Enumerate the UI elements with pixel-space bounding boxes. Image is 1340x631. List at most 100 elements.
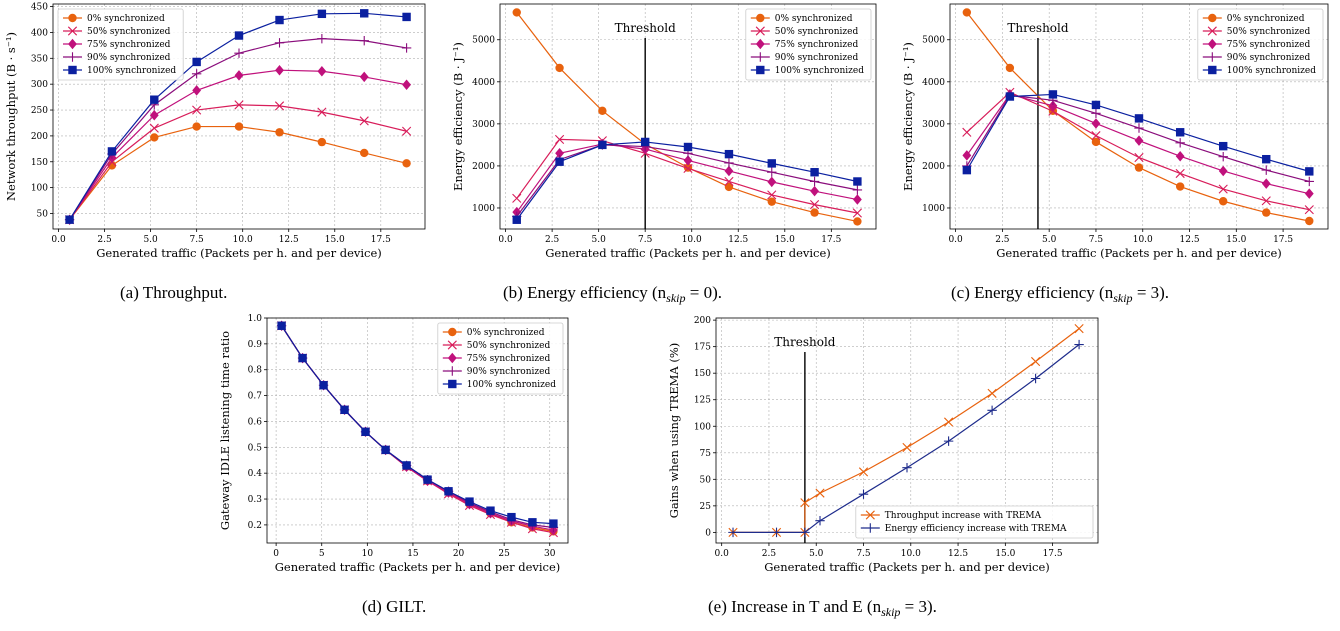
data-point <box>234 100 244 110</box>
legend-label: 90% synchronized <box>87 53 171 63</box>
data-point <box>555 63 564 73</box>
data-point <box>1305 167 1314 176</box>
x-tick-label: 17.5 <box>1273 235 1293 245</box>
data-point <box>1218 151 1228 162</box>
data-point <box>444 487 453 496</box>
data-point <box>683 163 693 174</box>
y-tick-label: 5000 <box>922 36 945 46</box>
legend-label: 100% synchronized <box>467 380 556 390</box>
data-point <box>277 321 286 330</box>
y-tick-label: 0.3 <box>248 495 263 505</box>
plot-frame <box>499 3 877 230</box>
chart-caption: (e) Increase in T and E (nskip = 3). <box>708 597 937 619</box>
data-point <box>65 215 74 224</box>
series-line <box>966 91 1310 211</box>
legend-label: 50% synchronized <box>775 27 859 37</box>
legend-marker <box>68 13 77 23</box>
data-point <box>902 462 912 473</box>
plot-frame <box>266 317 569 544</box>
x-tick-label: 12.5 <box>728 235 748 245</box>
data-point <box>858 489 869 499</box>
legend-label: 50% synchronized <box>467 341 551 351</box>
data-point <box>1030 373 1041 384</box>
series-4 <box>277 321 558 528</box>
legend-item: Energy efficiency increase with TREMA <box>860 523 1067 534</box>
x-tick-label: 15.0 <box>325 235 345 245</box>
legend-marker <box>447 366 457 376</box>
data-point <box>987 388 997 398</box>
x-tick-label: 2.5 <box>97 235 112 245</box>
data-point <box>402 79 411 90</box>
data-point <box>512 193 522 203</box>
y-tick-label: 200 <box>694 316 711 326</box>
legend-label: 100% synchronized <box>87 66 176 76</box>
data-point <box>944 417 954 427</box>
y-tick-label: 50 <box>37 209 49 219</box>
data-point <box>1219 141 1228 151</box>
x-tick-label: 7.5 <box>856 549 871 559</box>
y-axis-label: Energy efficiency (B · J⁻¹) <box>901 42 915 191</box>
legend-item: 50% synchronized <box>442 340 551 351</box>
y-tick-label: 50 <box>700 475 712 485</box>
series-2 <box>65 64 411 225</box>
series-0 <box>728 324 1084 537</box>
data-point <box>1134 114 1144 123</box>
y-tick-label: 150 <box>694 369 711 379</box>
data-point <box>274 38 285 48</box>
data-point <box>1134 123 1144 133</box>
x-tick-label: 5.0 <box>1042 235 1057 245</box>
data-point <box>724 149 734 159</box>
data-point <box>724 182 734 192</box>
legend: 0% synchronized 50% synchronized 75% synch… <box>57 8 184 81</box>
data-point <box>512 8 521 17</box>
legend-marker <box>865 523 875 533</box>
data-point <box>810 168 819 177</box>
x-tick-label: 12.5 <box>279 235 299 245</box>
y-tick-label: 300 <box>31 80 48 90</box>
y-tick-label: 25 <box>700 502 712 512</box>
legend-marker <box>68 65 77 75</box>
y-tick-label: 1.0 <box>248 314 263 324</box>
legend-item: 0% synchronized <box>1202 13 1305 24</box>
legend-marker <box>1207 26 1217 36</box>
data-point <box>1304 188 1314 199</box>
y-tick-label: 1000 <box>472 204 495 214</box>
data-point <box>1175 182 1185 191</box>
data-point <box>728 527 738 538</box>
x-tick-label: 15.0 <box>775 235 795 245</box>
legend-label: 100% synchronized <box>775 66 864 76</box>
x-tick-label: 0.0 <box>51 235 66 245</box>
legend-item: 0% synchronized <box>442 327 545 338</box>
y-axis-label: Gateway IDLE listening time ratio <box>218 331 232 530</box>
legend-item: 100% synchronized <box>1202 65 1316 76</box>
y-tick-label: 4000 <box>472 78 495 88</box>
data-point <box>1304 176 1314 187</box>
data-point <box>149 123 159 133</box>
legend: Throughput increase with TREMA Energy eff… <box>855 505 1094 539</box>
chart-caption: (d) GILT. <box>362 597 426 616</box>
x-tick-label: 0.0 <box>498 235 513 245</box>
y-tick-label: 100 <box>31 184 48 194</box>
data-point <box>767 190 777 200</box>
legend-item: 90% synchronized <box>442 366 550 377</box>
data-point <box>767 159 776 168</box>
data-point <box>1091 137 1101 147</box>
data-point <box>724 176 734 187</box>
chart-a: 0.0 2.5 5.0 7.5 10.0 12.5 15.0 17.5 50 100 150 200 2… <box>4 3 426 302</box>
data-point <box>1005 92 1015 101</box>
threshold-label: Threshold <box>774 335 836 349</box>
data-point <box>1219 197 1228 206</box>
y-tick-label: 2000 <box>922 162 945 172</box>
y-tick-label: 200 <box>31 132 48 142</box>
legend-marker <box>865 510 875 520</box>
data-point <box>555 148 564 159</box>
data-point <box>465 497 474 506</box>
y-axis-label: Network throughput (B · s⁻¹) <box>4 32 18 201</box>
legend: 0% synchronized 50% synchronized 75% synch… <box>437 322 564 395</box>
plot-frame <box>52 3 426 230</box>
data-point <box>1074 324 1084 334</box>
data-point <box>359 71 369 83</box>
data-point <box>554 134 565 145</box>
data-point <box>549 519 558 528</box>
data-point <box>107 147 117 156</box>
